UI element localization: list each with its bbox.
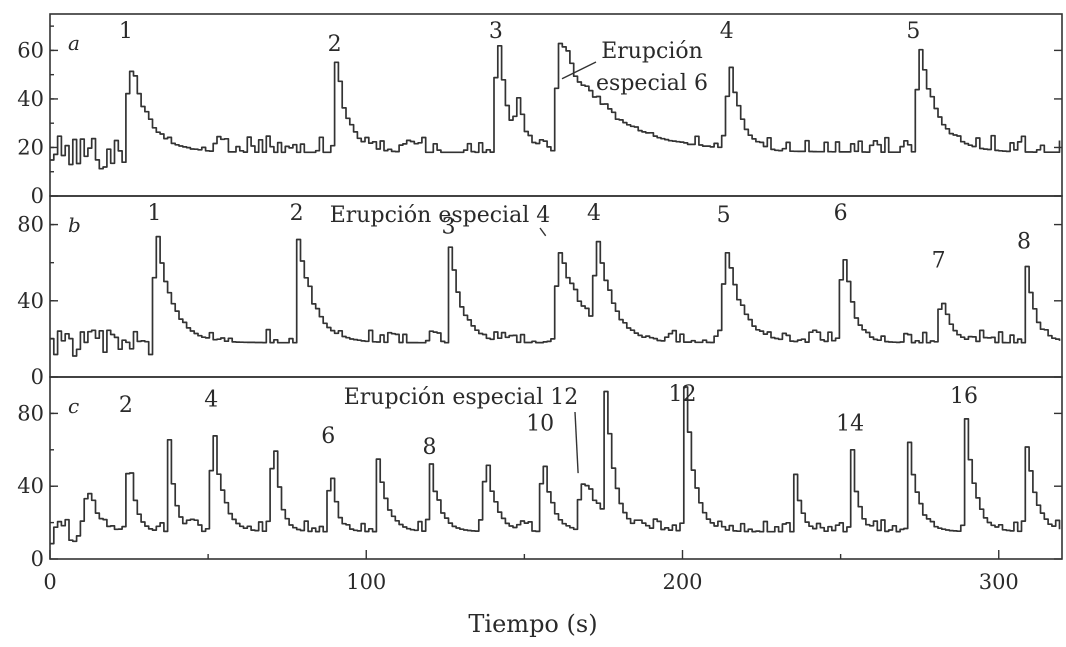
panel-c-peak-label: 12 bbox=[669, 382, 697, 407]
panel-a-ytick-label: 20 bbox=[17, 135, 44, 159]
panel-b-ytick-label: 0 bbox=[31, 365, 44, 389]
panel-b-peak-label: 2 bbox=[290, 201, 304, 226]
panel-b-trace bbox=[50, 235, 1061, 357]
panel-c-frame bbox=[49, 376, 1063, 560]
panel-c-letter: c bbox=[68, 394, 79, 418]
panel-a-peak-label: 5 bbox=[906, 19, 920, 44]
panel-c-ytick-label: 80 bbox=[17, 401, 44, 425]
panel-a-annotation-arrow bbox=[561, 61, 597, 80]
panel-a-letter: a bbox=[68, 31, 80, 55]
panel-b-peak-label: 7 bbox=[932, 249, 946, 274]
panel-c-trace bbox=[50, 386, 1061, 545]
panel-b-peak-label: 8 bbox=[1017, 230, 1031, 255]
panel-a-ytick-label: 60 bbox=[17, 38, 44, 62]
panel-b-peak-label: 6 bbox=[834, 201, 848, 226]
panel-a-ytick-label: 0 bbox=[31, 184, 44, 208]
panel-c-peak-label: 16 bbox=[950, 384, 978, 409]
panel-c-peak-label: 14 bbox=[836, 411, 864, 436]
panel-a-peak-label: 2 bbox=[328, 32, 342, 57]
panel-a-annotation-line1: Erupción bbox=[601, 39, 703, 64]
panel-b-annotation: Erupción especial 4 bbox=[330, 203, 551, 228]
x-tick-label: 0 bbox=[43, 570, 56, 594]
panel-c-ytick-label: 40 bbox=[17, 474, 44, 498]
panel-b-peak-label: 3 bbox=[441, 214, 455, 239]
panel-c-annotation: Erupción especial 12 bbox=[344, 385, 579, 410]
panel-b-ytick-label: 80 bbox=[17, 213, 44, 237]
panel-b-peak-label: 5 bbox=[717, 203, 731, 228]
panel-c-peak-label: 4 bbox=[204, 388, 218, 413]
panel-c-annotation-arrow bbox=[574, 411, 579, 474]
panel-b-ytick-label: 40 bbox=[17, 289, 44, 313]
panel-a-peak-label: 1 bbox=[119, 19, 133, 44]
panel-b-annotation-arrow bbox=[539, 227, 547, 237]
panel-c-ytick-label: 0 bbox=[31, 547, 44, 571]
x-tick-label: 300 bbox=[979, 570, 1019, 594]
panel-c-peak-label: 6 bbox=[321, 424, 335, 449]
x-axis-title: Tiempo (s) bbox=[468, 610, 597, 638]
panel-c-peak-label: 8 bbox=[423, 435, 437, 460]
panel-a-ytick-label: 40 bbox=[17, 87, 44, 111]
panel-b-peak-label: 1 bbox=[147, 201, 161, 226]
panel-a-peak-label: 4 bbox=[720, 19, 734, 44]
panel-a-annotation-line2: especial 6 bbox=[596, 71, 708, 96]
panel-c-peak-label: 10 bbox=[526, 411, 554, 436]
panel-c-peak-label: 2 bbox=[119, 393, 133, 418]
panel-b-letter: b bbox=[68, 213, 81, 237]
panel-a-peak-label: 3 bbox=[489, 19, 503, 44]
panel-b-peak-label: 4 bbox=[587, 201, 601, 226]
x-tick-label: 200 bbox=[662, 570, 702, 594]
panel-a-trace bbox=[50, 42, 1061, 170]
x-tick-label: 100 bbox=[346, 570, 386, 594]
